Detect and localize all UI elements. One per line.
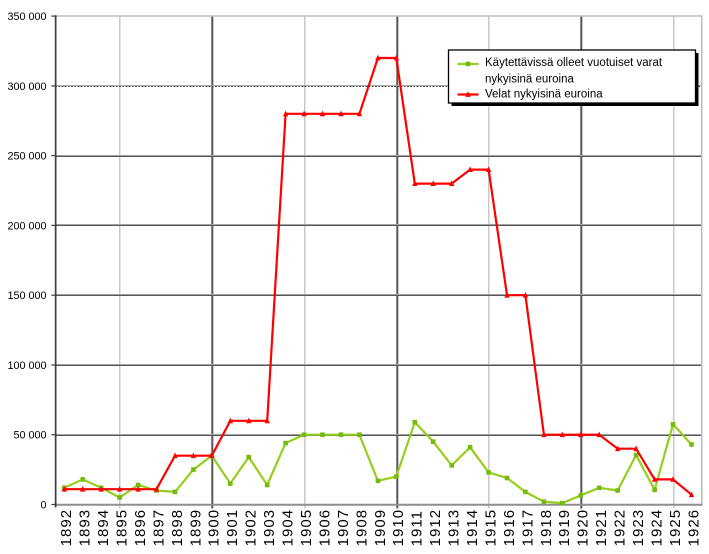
svg-text:200 000: 200 000	[7, 220, 46, 232]
svg-text:1897: 1897	[150, 509, 167, 547]
svg-text:1915: 1915	[483, 509, 500, 547]
svg-text:1918: 1918	[538, 509, 555, 547]
svg-text:1895: 1895	[114, 509, 131, 547]
svg-text:1902: 1902	[243, 509, 260, 547]
svg-text:1924: 1924	[649, 509, 666, 547]
svg-text:1908: 1908	[353, 509, 370, 547]
svg-text:1922: 1922	[612, 509, 629, 547]
svg-text:1926: 1926	[685, 509, 702, 547]
svg-text:Velat nykyisinä euroina: Velat nykyisinä euroina	[485, 88, 603, 100]
svg-text:100 000: 100 000	[7, 360, 46, 372]
svg-text:1921: 1921	[593, 509, 610, 547]
svg-text:1899: 1899	[187, 509, 204, 547]
svg-text:1900: 1900	[206, 509, 223, 547]
svg-text:0: 0	[40, 499, 46, 511]
svg-text:1906: 1906	[316, 509, 333, 547]
svg-text:1916: 1916	[501, 509, 518, 547]
svg-text:1909: 1909	[372, 509, 389, 547]
svg-text:1904: 1904	[280, 509, 297, 547]
svg-text:1919: 1919	[556, 509, 573, 547]
svg-text:1901: 1901	[224, 509, 241, 547]
svg-text:1912: 1912	[427, 509, 444, 547]
svg-text:1925: 1925	[667, 509, 684, 547]
svg-text:1892: 1892	[58, 509, 75, 547]
svg-text:nykyisinä euroina: nykyisinä euroina	[485, 74, 574, 86]
svg-text:1896: 1896	[132, 509, 149, 547]
svg-text:50 000: 50 000	[13, 430, 46, 442]
svg-text:1913: 1913	[446, 509, 463, 547]
svg-text:1898: 1898	[169, 509, 186, 547]
svg-text:1894: 1894	[95, 509, 112, 547]
svg-text:150 000: 150 000	[7, 290, 46, 302]
svg-text:1905: 1905	[298, 509, 315, 547]
svg-text:1893: 1893	[77, 509, 94, 547]
svg-text:1914: 1914	[464, 509, 481, 547]
svg-text:1910: 1910	[390, 509, 407, 547]
svg-text:1911: 1911	[409, 510, 426, 546]
svg-text:1923: 1923	[630, 509, 647, 547]
svg-text:1920: 1920	[575, 509, 592, 547]
svg-text:300 000: 300 000	[7, 81, 46, 93]
svg-text:1907: 1907	[335, 509, 352, 547]
svg-text:1917: 1917	[519, 509, 536, 547]
svg-text:1903: 1903	[261, 509, 278, 547]
svg-text:350 000: 350 000	[7, 11, 46, 23]
svg-text:250 000: 250 000	[7, 151, 46, 163]
svg-text:Käytettävissä olleet vuotuiset: Käytettävissä olleet vuotuiset varat	[485, 57, 663, 69]
